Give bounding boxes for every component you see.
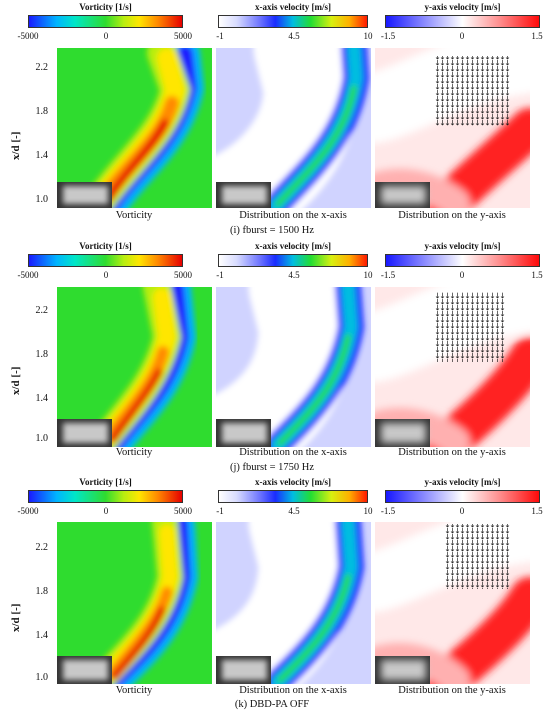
caption-ydist: Distribution on the y-axis — [398, 685, 506, 696]
vorticity-colorbar — [28, 490, 183, 503]
yvel-colorbar — [385, 490, 540, 503]
vorticity-colorbar — [28, 15, 183, 28]
yvel-tick-max: 1.5 — [531, 506, 543, 516]
caption-vorticity: Vorticity — [115, 447, 153, 458]
yvel-colorbar — [385, 15, 540, 28]
xvel-tick-max: 10 — [363, 270, 373, 280]
y-tick: 1.0 — [35, 672, 49, 683]
vorticity-panel — [57, 48, 212, 208]
xvel-panel — [216, 48, 371, 208]
xvel-tick-max: 10 — [363, 31, 373, 41]
yvel-tick-mid: 0 — [459, 31, 465, 41]
yvel-tick-max: 1.5 — [531, 31, 543, 41]
y-tick: 1.4 — [35, 630, 49, 641]
vorticity-tick-mid: 0 — [103, 31, 109, 41]
xvel-tick-mid: 4.5 — [288, 506, 300, 516]
vorticity-tick-max: 5000 — [174, 506, 192, 516]
y-tick: 1.8 — [35, 349, 49, 360]
yvel-colorbar-title: y-axis velocity [m/s] — [424, 241, 501, 251]
vorticity-colorbar — [28, 254, 183, 267]
vorticity-panel — [57, 522, 212, 684]
y-tick: 1.0 — [35, 433, 49, 444]
xvel-tick-mid: 4.5 — [288, 31, 300, 41]
xvel-colorbar-title: x-axis velocity [m/s] — [255, 477, 331, 487]
yvel-panel — [375, 522, 530, 684]
caption-xdist: Distribution on the x-axis — [239, 447, 347, 458]
xvel-colorbar-title: x-axis velocity [m/s] — [255, 2, 331, 12]
vorticity-panel — [57, 287, 212, 447]
xvel-colorbar — [218, 254, 368, 267]
caption-xdist: Distribution on the x-axis — [239, 210, 347, 221]
vorticity-tick-mid: 0 — [103, 270, 109, 280]
vorticity-colorbar-title: Vorticity [1/s] — [79, 241, 132, 251]
yvel-tick-min: -1.5 — [380, 270, 396, 280]
yvel-tick-mid: 0 — [459, 270, 465, 280]
row-caption: (k) DBD-PA OFF — [234, 699, 310, 710]
xvel-tick-min: -1 — [216, 270, 224, 280]
y-tick: 2.2 — [35, 62, 49, 73]
caption-xdist: Distribution on the x-axis — [239, 685, 347, 696]
caption-ydist: Distribution on the y-axis — [398, 210, 506, 221]
y-tick: 1.8 — [35, 586, 49, 597]
xvel-tick-max: 10 — [363, 506, 373, 516]
vorticity-colorbar-title: Vorticity [1/s] — [79, 2, 132, 12]
xvel-tick-min: -1 — [216, 506, 224, 516]
yvel-tick-min: -1.5 — [380, 31, 396, 41]
caption-vorticity: Vorticity — [115, 210, 153, 221]
xvel-tick-min: -1 — [216, 31, 224, 41]
vorticity-tick-min: -5000 — [17, 270, 39, 280]
caption-ydist: Distribution on the y-axis — [398, 447, 506, 458]
yvel-colorbar-title: y-axis velocity [m/s] — [424, 2, 501, 12]
row-caption: (i) fburst = 1500 Hz — [229, 225, 315, 236]
y-tick: 2.2 — [35, 542, 49, 553]
vorticity-tick-min: -5000 — [17, 31, 39, 41]
y-tick: 2.2 — [35, 305, 49, 316]
yvel-colorbar — [385, 254, 540, 267]
y-tick: 1.8 — [35, 106, 49, 117]
xvel-panel — [216, 522, 371, 684]
xvel-tick-mid: 4.5 — [288, 270, 300, 280]
xvel-colorbar-title: x-axis velocity [m/s] — [255, 241, 331, 251]
yvel-panel — [375, 287, 530, 447]
vorticity-tick-mid: 0 — [103, 506, 109, 516]
y-tick: 1.4 — [35, 150, 49, 161]
xvel-colorbar — [218, 15, 368, 28]
y-tick: 1.4 — [35, 393, 49, 404]
xvel-panel — [216, 287, 371, 447]
yvel-tick-mid: 0 — [459, 506, 465, 516]
xvel-colorbar — [218, 490, 368, 503]
vorticity-tick-min: -5000 — [17, 506, 39, 516]
row-caption: (j) fburst = 1750 Hz — [229, 462, 315, 473]
yvel-tick-max: 1.5 — [531, 270, 543, 280]
yvel-colorbar-title: y-axis velocity [m/s] — [424, 477, 501, 487]
vorticity-colorbar-title: Vorticity [1/s] — [79, 477, 132, 487]
vorticity-tick-max: 5000 — [174, 270, 192, 280]
vorticity-tick-max: 5000 — [174, 31, 192, 41]
caption-vorticity: Vorticity — [115, 685, 153, 696]
y-tick: 1.0 — [35, 194, 49, 205]
yvel-tick-min: -1.5 — [380, 506, 396, 516]
yvel-panel — [375, 48, 530, 208]
